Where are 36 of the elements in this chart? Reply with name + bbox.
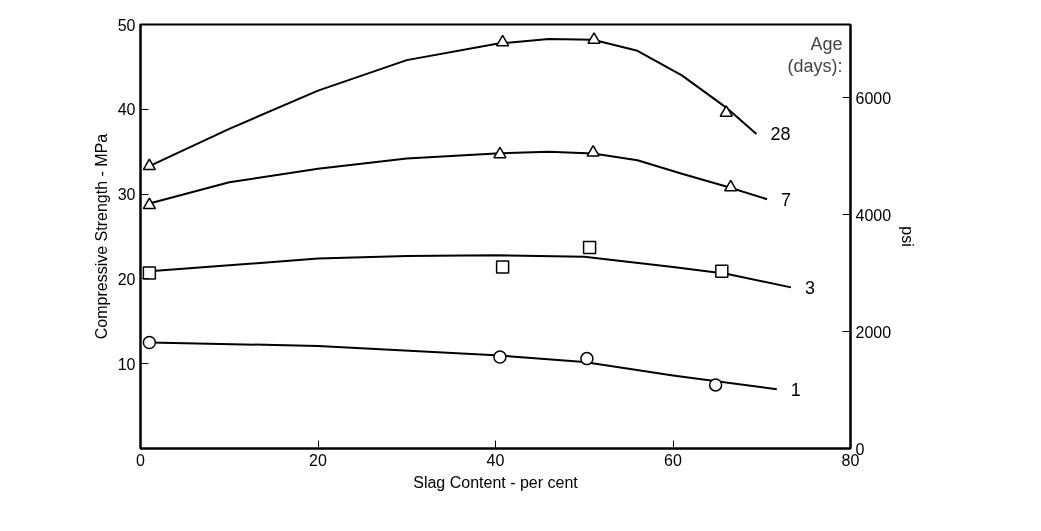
point: [580, 351, 594, 366]
point: [582, 240, 597, 255]
y-tick-label: 40: [117, 101, 136, 119]
x-tick-label: 60: [664, 451, 682, 469]
y2-tick-label: 2000: [855, 323, 892, 341]
y2-tick-label: 6000: [855, 89, 892, 107]
legend-title: Age (days):: [787, 33, 843, 76]
point: [715, 264, 729, 279]
point: [493, 146, 507, 159]
point: [708, 378, 723, 392]
y-tick-label: 50: [117, 16, 136, 34]
point: [587, 32, 601, 44]
x-tick-label: 0: [136, 451, 146, 469]
y-tick-label: 30: [117, 186, 136, 204]
point: [142, 335, 157, 350]
series-label: 3: [805, 277, 816, 298]
x-tick-label: 20: [309, 451, 327, 469]
point: [142, 197, 157, 210]
y-tick-label: 20: [117, 270, 136, 288]
point: [723, 179, 738, 192]
y-tick-label: 10: [117, 355, 136, 373]
series-label: 28: [770, 124, 791, 145]
x-axis-title: Slag Content - per cent: [413, 473, 579, 491]
point: [493, 350, 507, 364]
y-axis-title: Compressive Strength - MPa: [92, 133, 110, 340]
y2-axis-title: psi: [899, 226, 917, 247]
point: [586, 144, 600, 157]
point: [719, 105, 733, 117]
x-tick-label: 40: [486, 451, 505, 469]
series-label: 1: [790, 379, 801, 400]
point: [142, 266, 157, 280]
point: [495, 260, 510, 274]
y2-tick-label: 4000: [855, 206, 892, 224]
series-label: 7: [781, 189, 792, 210]
point: [495, 34, 510, 47]
point: [142, 158, 157, 171]
